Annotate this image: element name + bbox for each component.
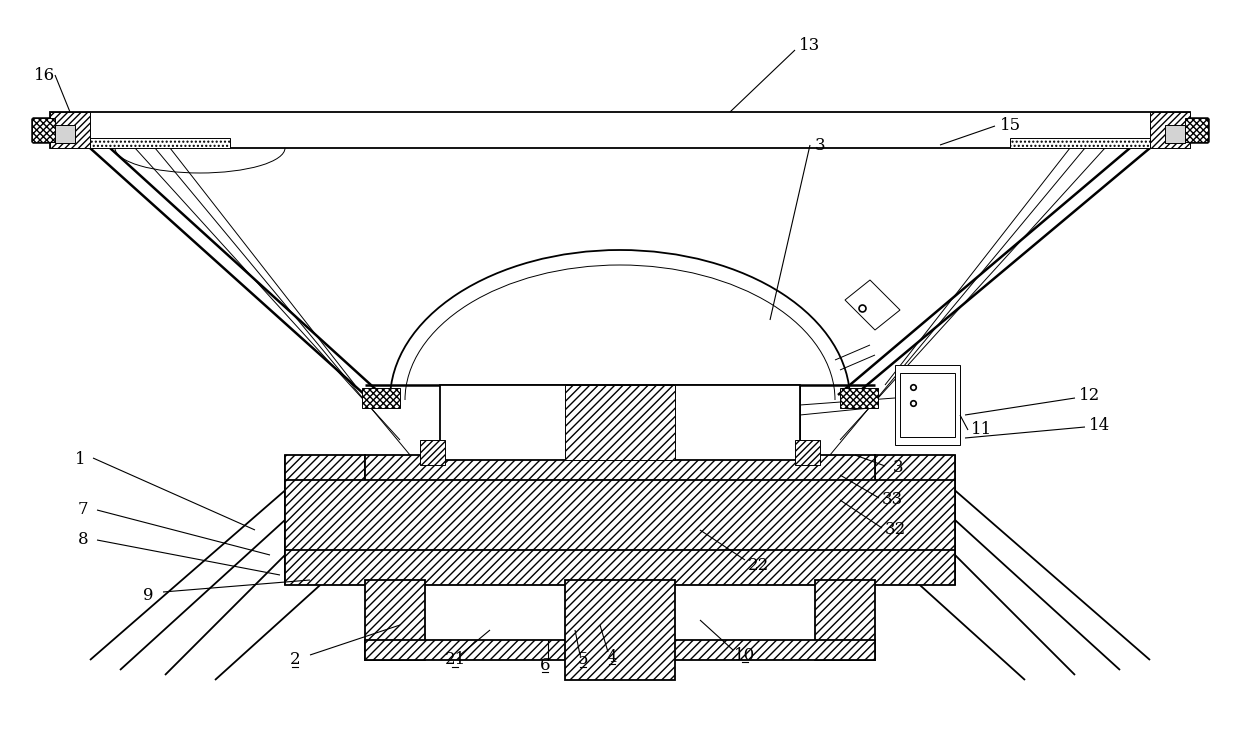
Text: 4: 4 [606,648,618,665]
Bar [50,112,1190,148]
Text: 13: 13 [800,36,821,53]
Text: 3: 3 [815,136,826,153]
Bar [895,365,960,445]
Text: 10: 10 [734,646,755,663]
Polygon shape [32,118,55,142]
Polygon shape [839,388,878,408]
Bar [900,373,955,437]
Text: 7: 7 [78,502,88,519]
Polygon shape [91,138,229,148]
Polygon shape [285,550,955,585]
Polygon shape [844,280,900,330]
Text: 11: 11 [971,422,993,439]
Polygon shape [875,455,955,580]
Polygon shape [1011,138,1149,148]
Text: 8: 8 [78,531,88,548]
Polygon shape [1166,125,1185,143]
Text: 3: 3 [893,459,903,476]
Text: 21: 21 [444,651,466,668]
Text: 2: 2 [290,651,300,668]
Text: 33: 33 [882,491,903,508]
Polygon shape [365,640,875,660]
Polygon shape [285,480,955,555]
Text: 9: 9 [143,586,154,603]
Polygon shape [55,125,74,143]
Polygon shape [565,385,675,460]
Polygon shape [420,440,445,465]
Text: 12: 12 [1079,387,1101,404]
Polygon shape [285,455,365,580]
Bar [440,385,800,460]
Text: 1: 1 [74,451,86,468]
Polygon shape [1149,112,1190,148]
Text: 22: 22 [748,556,769,574]
Polygon shape [815,580,875,660]
Polygon shape [362,388,401,408]
Text: 16: 16 [35,67,56,84]
Polygon shape [795,440,820,465]
Polygon shape [1185,118,1208,142]
Text: 14: 14 [1090,416,1111,433]
Polygon shape [50,112,91,148]
Text: 5: 5 [578,651,588,668]
Polygon shape [365,580,425,660]
Polygon shape [365,455,875,485]
Text: 32: 32 [884,522,905,539]
Text: 15: 15 [999,116,1021,133]
Polygon shape [565,580,675,680]
Text: 6: 6 [539,657,551,674]
